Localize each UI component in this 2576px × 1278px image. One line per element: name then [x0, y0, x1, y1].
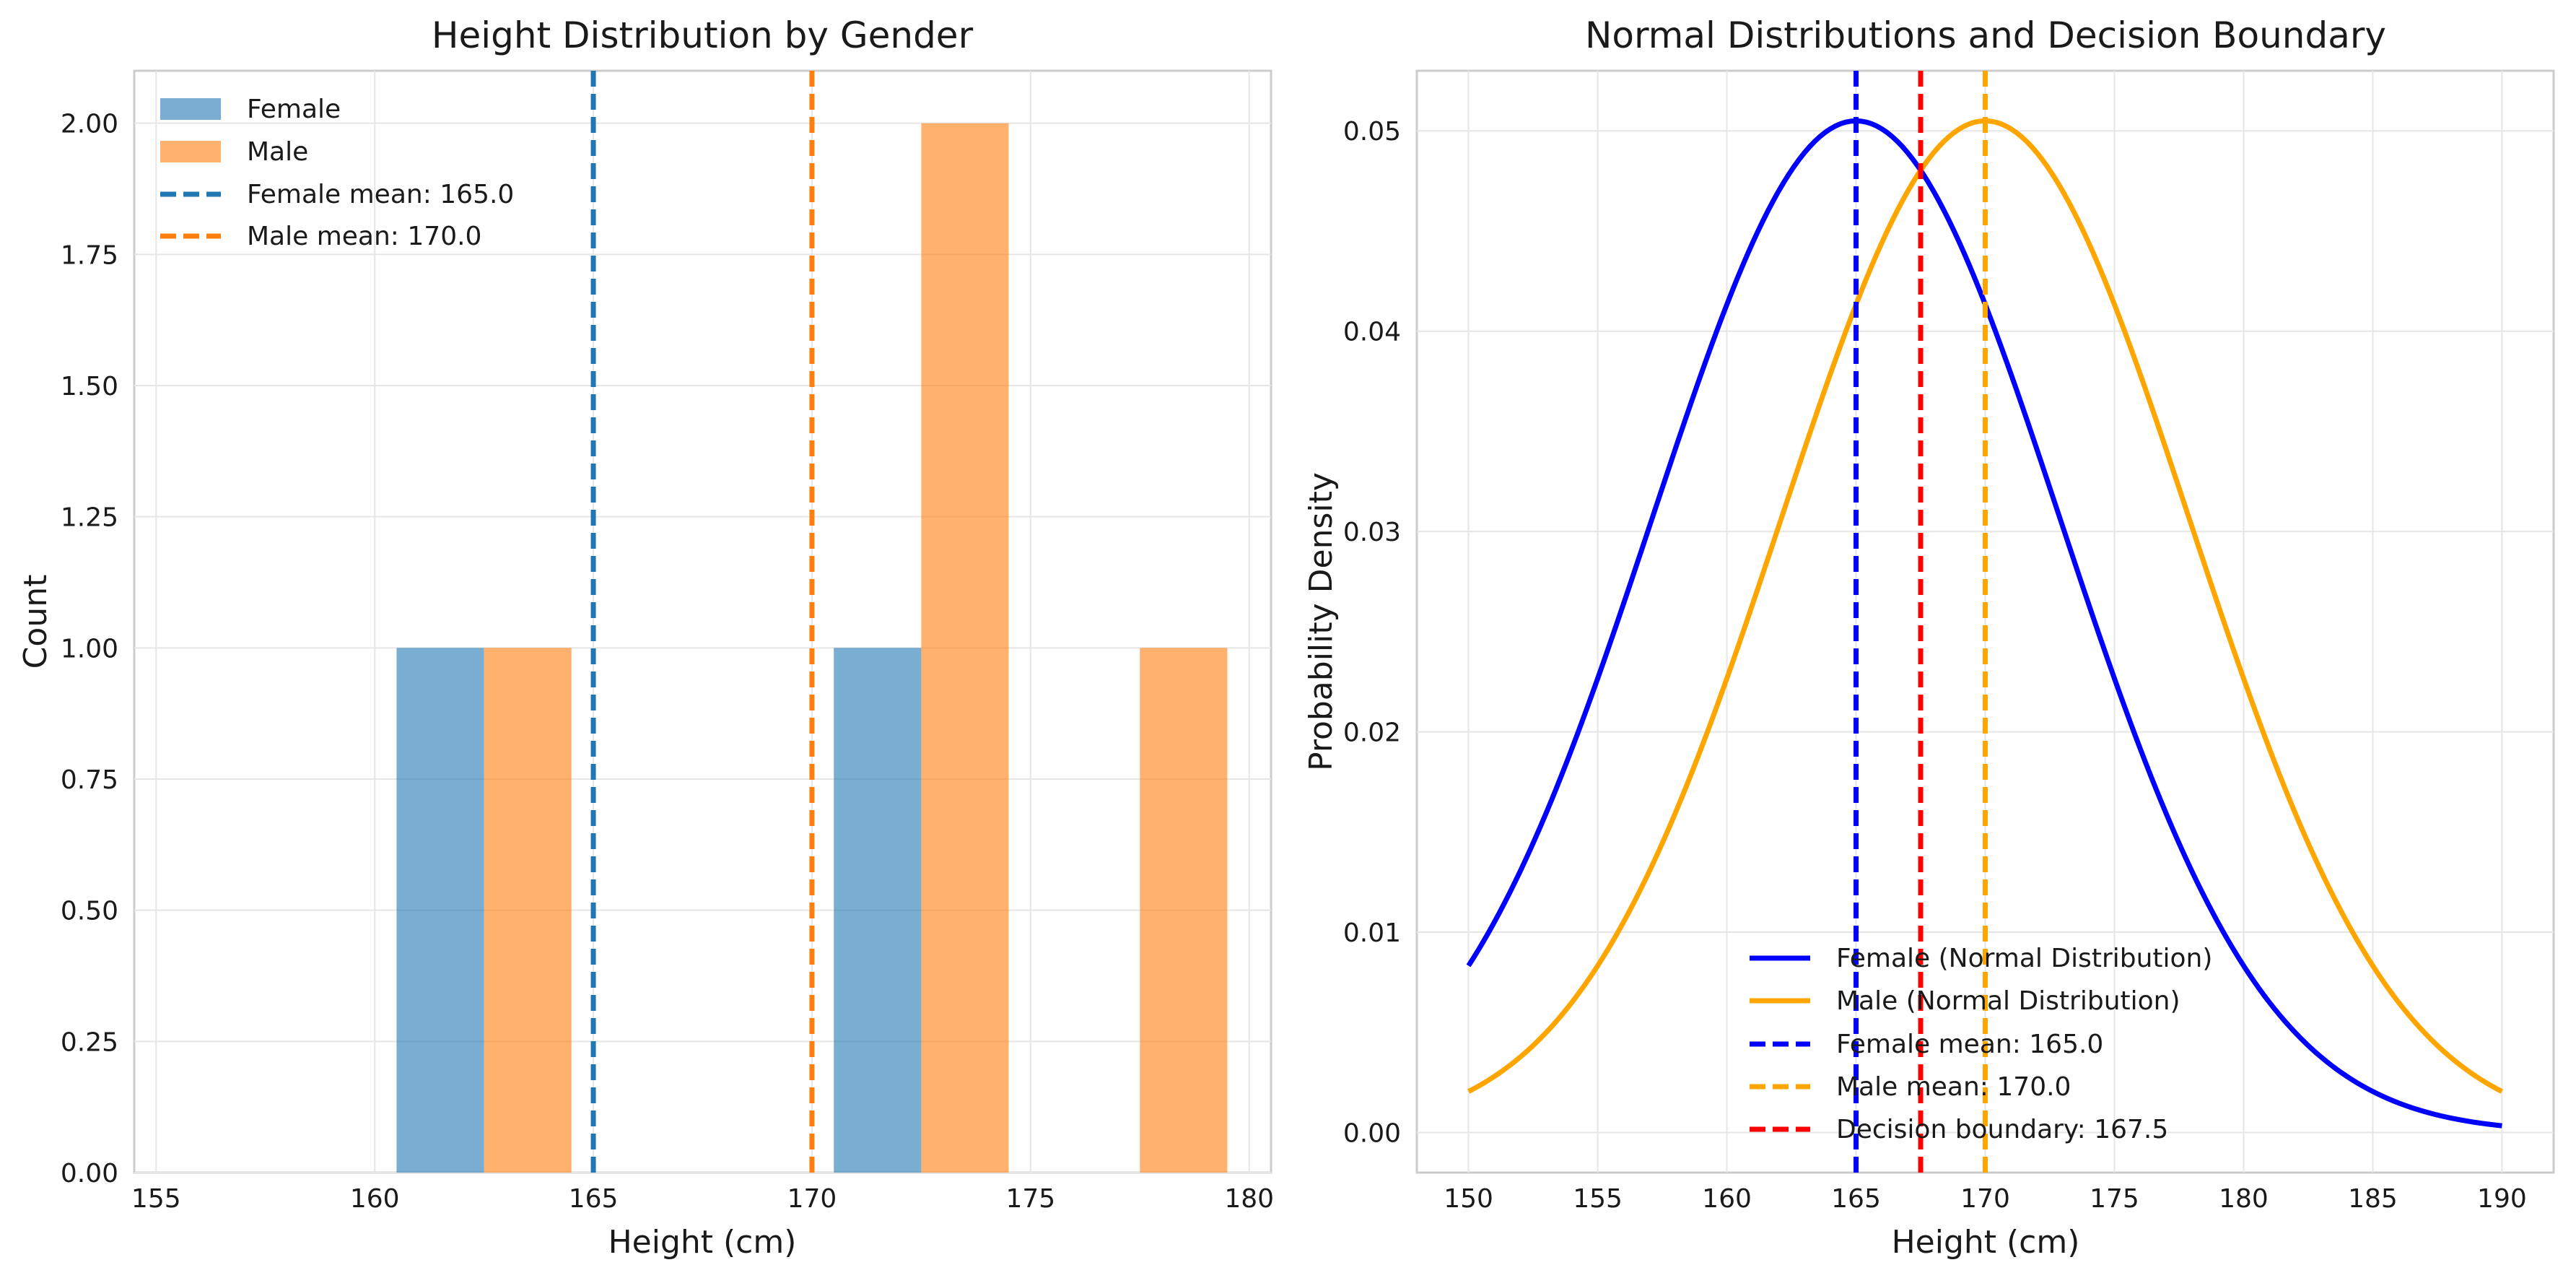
- histogram-x-tick-label: 155: [131, 1184, 181, 1214]
- density-x-tick-label: 165: [1831, 1184, 1881, 1214]
- density-y-tick-label: 0.04: [1343, 318, 1401, 347]
- density-y-tick-label: 0.02: [1343, 718, 1401, 748]
- legend-label-male-mean: Male mean: 170.0: [247, 222, 481, 251]
- histogram-panel: 155 160 165 170 175 180 0.00 0.25 0.50 0.75 1.00 1…: [17, 14, 1274, 1261]
- histogram-x-tick-label: 165: [569, 1184, 619, 1214]
- density-x-tick-label: 190: [2477, 1184, 2527, 1214]
- histogram-x-tick-label: 160: [350, 1184, 400, 1214]
- histogram-y-tick-label: 1.75: [61, 240, 118, 270]
- density-x-tick-label: 180: [2219, 1184, 2269, 1214]
- density-y-tick-label: 0.03: [1343, 518, 1401, 547]
- legend-label-female-mean-2: Female mean: 165.0: [1836, 1030, 2103, 1059]
- legend-label-male-normal: Male (Normal Distribution): [1836, 986, 2180, 1016]
- histogram-y-tick-label: 0.75: [61, 765, 118, 795]
- density-x-tick-label: 160: [1702, 1184, 1752, 1214]
- histogram-y-tick-label: 0.50: [61, 897, 118, 926]
- histogram-y-tick-label: 0.25: [61, 1027, 118, 1057]
- histogram-x-tick-label: 180: [1224, 1184, 1274, 1214]
- bar-male: [921, 123, 1009, 1173]
- histogram-y-tick-label: 2.00: [61, 110, 118, 139]
- histogram-y-tick-labels: 0.00 0.25 0.50 0.75 1.00 1.25 1.50 1.75 2.00: [61, 110, 118, 1188]
- legend-swatch-male: [160, 141, 221, 162]
- histogram-x-axis-label: Height (cm): [608, 1224, 797, 1261]
- histogram-title: Height Distribution by Gender: [432, 14, 974, 56]
- density-x-tick-label: 175: [2090, 1184, 2139, 1214]
- density-x-tick-label: 185: [2348, 1184, 2398, 1214]
- density-x-tick-label: 155: [1573, 1184, 1623, 1214]
- legend-label-male-mean-2: Male mean: 170.0: [1836, 1072, 2071, 1102]
- bar-female: [834, 648, 922, 1173]
- histogram-x-tick-label: 175: [1005, 1184, 1055, 1214]
- histogram-y-tick-label: 1.25: [61, 503, 118, 533]
- legend-label-male: Male: [247, 137, 308, 167]
- density-y-tick-label: 0.05: [1343, 117, 1401, 147]
- histogram-y-axis-label: Count: [17, 575, 54, 669]
- density-y-tick-label: 0.01: [1343, 918, 1401, 948]
- density-panel: 150 155 160 165 170 175 180 185 190 0.00 0.01 0.02…: [1303, 14, 2555, 1261]
- legend-label-female: Female: [247, 95, 341, 124]
- density-legend: Female (Normal Distribution) Male (Norma…: [1750, 944, 2212, 1144]
- legend-label-female-normal: Female (Normal Distribution): [1836, 944, 2212, 973]
- density-y-tick-labels: 0.00 0.01 0.02 0.03 0.04 0.05: [1343, 117, 1401, 1148]
- density-title: Normal Distributions and Decision Bounda…: [1585, 14, 2386, 56]
- legend-label-decision-boundary: Decision boundary: 167.5: [1836, 1115, 2168, 1144]
- density-x-tick-labels: 150 155 160 165 170 175 180 185 190: [1444, 1184, 2527, 1214]
- legend-label-female-mean: Female mean: 165.0: [247, 180, 514, 209]
- histogram-bars: [396, 123, 1228, 1173]
- histogram-x-tick-labels: 155 160 165 170 175 180: [131, 1184, 1274, 1214]
- density-y-tick-label: 0.00: [1343, 1119, 1401, 1149]
- density-x-axis-label: Height (cm): [1892, 1224, 2080, 1261]
- bar-female: [396, 648, 484, 1173]
- density-x-tick-label: 170: [1960, 1184, 2010, 1214]
- density-x-tick-label: 150: [1444, 1184, 1493, 1214]
- histogram-gridlines: [134, 71, 1271, 1173]
- bar-male: [1140, 648, 1228, 1173]
- histogram-legend: Female Male Female mean: 165.0 Male mean…: [160, 95, 514, 251]
- histogram-y-tick-label: 1.00: [61, 634, 118, 664]
- density-y-axis-label: Probability Density: [1303, 472, 1340, 771]
- histogram-y-tick-label: 1.50: [61, 372, 118, 401]
- bar-male: [484, 648, 572, 1173]
- histogram-y-tick-label: 0.00: [61, 1159, 118, 1188]
- histogram-x-tick-label: 170: [787, 1184, 837, 1214]
- legend-swatch-female: [160, 98, 221, 120]
